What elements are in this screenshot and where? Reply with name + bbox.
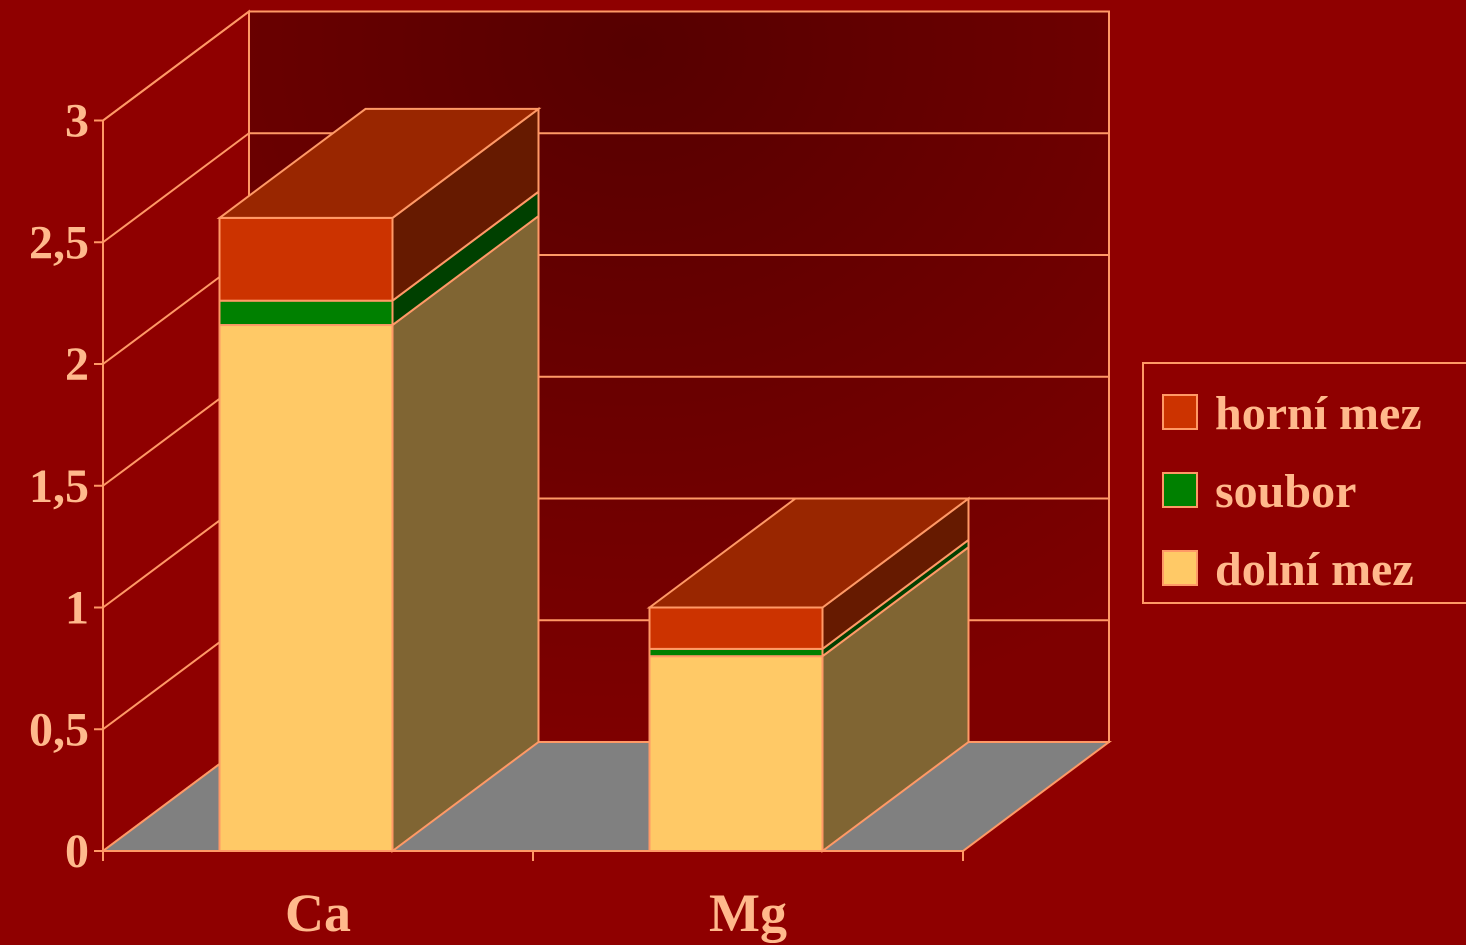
bar-mg-horni-mez xyxy=(648,606,824,650)
y-tick-label: 1 xyxy=(65,582,89,635)
legend-swatch xyxy=(1162,550,1198,586)
bar-mg-soubor xyxy=(648,647,824,658)
bar-ca-dolni-mez xyxy=(218,324,394,853)
bar-ca-horni-mez xyxy=(218,216,394,302)
y-tick-label: 1,5 xyxy=(29,460,89,513)
gridline-side xyxy=(102,132,250,244)
legend-label: dolní mez xyxy=(1215,543,1414,596)
x-tick-label: Ca xyxy=(285,883,351,943)
legend-label: soubor xyxy=(1215,465,1356,518)
y-tick-label: 3 xyxy=(65,95,89,148)
bar-mg-dolni-mez xyxy=(648,655,824,853)
legend-swatch xyxy=(1162,472,1198,508)
y-tick-label: 2,5 xyxy=(29,216,89,269)
bars xyxy=(216,106,972,853)
y-tick-label: 0 xyxy=(65,825,89,878)
bar-side-ca-dolni-mez xyxy=(391,214,540,853)
legend: horní mez soubor dolní mez xyxy=(1142,362,1466,604)
bar-top-mg xyxy=(646,497,972,609)
legend-label: horní mez xyxy=(1215,387,1422,440)
bar-top-ca xyxy=(216,107,542,219)
gridline-side xyxy=(102,10,250,122)
y-tick-label: 2 xyxy=(65,338,89,391)
x-tick-label: Mg xyxy=(709,883,787,943)
y-tick-label: 0,5 xyxy=(29,703,89,756)
bar-ca-soubor xyxy=(218,299,394,327)
axes: 0 0,5 1 1,5 2 2,5 3 Ca Mg xyxy=(29,95,964,943)
legend-swatch xyxy=(1162,394,1198,430)
